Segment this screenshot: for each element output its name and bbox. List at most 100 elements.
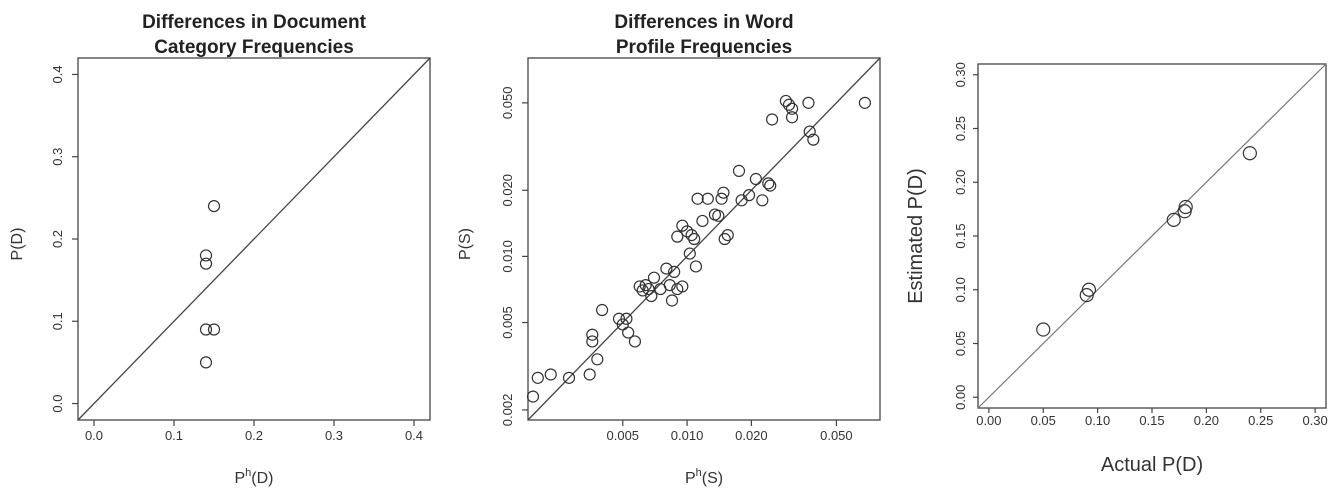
data-point (691, 192, 704, 205)
data-point (199, 257, 213, 270)
data-point (742, 189, 756, 202)
panel3-y-axis-label: Estimated P(D) (905, 168, 927, 304)
data-point (207, 323, 221, 336)
panel3-y-ticks: 0.00 0.05 0.10 0.15 0.20 0.25 0.30 (953, 62, 978, 410)
data-point (701, 192, 714, 205)
data-point (688, 232, 701, 246)
data-point (689, 260, 703, 273)
data-point (660, 262, 673, 275)
data-point (663, 279, 676, 292)
y-tick-label: 0.2 (50, 230, 65, 248)
x-tick-label: 0.20 (1194, 413, 1219, 428)
x-tick-label: 0.00 (976, 413, 1001, 428)
panel2-reference-line (527, 57, 881, 421)
data-point (633, 280, 646, 293)
x-tick-label: 0.3 (325, 428, 343, 443)
x-tick-label: 0.25 (1248, 413, 1273, 428)
data-point (676, 280, 689, 293)
panel1-title-line1: Differences in Document (142, 12, 366, 33)
y-tick-label: 0.020 (500, 174, 515, 207)
data-point (762, 177, 775, 190)
y-tick-label: 0.005 (500, 306, 515, 339)
y-tick-label: 0.0 (50, 395, 65, 413)
data-point (642, 282, 655, 296)
data-point (680, 225, 694, 238)
data-point (526, 390, 540, 403)
panel-document-category: Differences in Document Category Frequen… (9, 12, 431, 487)
data-point (764, 179, 777, 192)
data-point (207, 199, 221, 213)
data-point (668, 265, 681, 279)
data-point (785, 102, 799, 115)
x-tick-label: 0.0 (85, 428, 103, 443)
y-tick-label: 0.20 (953, 170, 968, 195)
data-point (1081, 282, 1097, 297)
y-tick-label: 0.1 (50, 312, 65, 330)
y-tick-label: 0.30 (953, 62, 968, 87)
data-point (199, 249, 213, 262)
panel1-y-ticks: 0.0 0.1 0.2 0.3 0.4 (50, 65, 78, 413)
x-tick-label: 0.020 (735, 428, 768, 443)
data-point (765, 113, 779, 126)
panel2-y-ticks: 0.002 0.005 0.010 0.020 0.050 (500, 87, 528, 426)
data-point (591, 353, 604, 366)
data-point (715, 192, 728, 205)
data-point (595, 303, 609, 317)
data-point (622, 326, 635, 339)
y-tick-label: 0.00 (953, 385, 968, 410)
data-point (712, 209, 725, 222)
data-point (717, 186, 730, 199)
data-point (199, 323, 213, 336)
data-point (802, 96, 815, 109)
data-point (531, 371, 544, 384)
panel2-plot-frame (527, 57, 881, 421)
data-point (620, 312, 633, 325)
data-point (586, 335, 599, 348)
panel3-x-axis-label: Actual P(D) (1101, 454, 1203, 476)
y-tick-label: 0.4 (50, 65, 65, 83)
x-tick-label: 0.4 (405, 428, 423, 443)
data-point (696, 214, 709, 228)
panel3-points (1036, 146, 1257, 337)
data-point (807, 133, 820, 146)
data-point (779, 94, 792, 108)
y-tick-label: 0.05 (953, 331, 968, 356)
x-tick-label: 0.05 (1031, 413, 1056, 428)
data-point (756, 194, 769, 207)
data-point (544, 368, 557, 381)
panel3-reference-line (977, 63, 1327, 409)
data-point (628, 335, 642, 348)
data-point (749, 172, 763, 186)
panel2-title-line2: Profile Frequencies (616, 37, 792, 58)
panel1-title-line2: Category Frequencies (154, 37, 354, 58)
data-point (1166, 212, 1181, 227)
panel2-y-axis-label: P(S) (457, 228, 474, 260)
panel1-reference-line (77, 57, 431, 421)
data-point (199, 356, 213, 369)
panel1-x-ticks: 0.0 0.1 0.2 0.3 0.4 (85, 420, 423, 443)
data-point (647, 271, 661, 284)
y-tick-label: 0.010 (500, 240, 515, 273)
panel2-title-line1: Differences in Word (614, 12, 793, 33)
data-point (1242, 146, 1257, 161)
x-tick-label: 0.2 (245, 428, 263, 443)
data-point (685, 229, 698, 242)
panel2-x-axis-label: Ph(S) (685, 467, 723, 487)
data-point (671, 230, 684, 243)
x-tick-label: 0.005 (607, 428, 640, 443)
data-point (665, 294, 679, 307)
panel2-x-ticks: 0.005 0.010 0.020 0.050 (607, 420, 853, 443)
data-point (803, 125, 816, 138)
y-tick-label: 0.25 (953, 116, 968, 141)
data-point (718, 232, 731, 246)
panel3-x-ticks: 0.00 0.05 0.10 0.15 0.20 0.25 0.30 (976, 408, 1328, 428)
data-point (785, 111, 799, 124)
data-point (1036, 322, 1051, 337)
y-tick-label: 0.15 (953, 223, 968, 248)
x-tick-label: 0.050 (820, 428, 853, 443)
panel2-points (526, 94, 872, 403)
data-point (583, 368, 596, 381)
data-point (1178, 199, 1193, 215)
y-tick-label: 0.050 (500, 87, 515, 120)
